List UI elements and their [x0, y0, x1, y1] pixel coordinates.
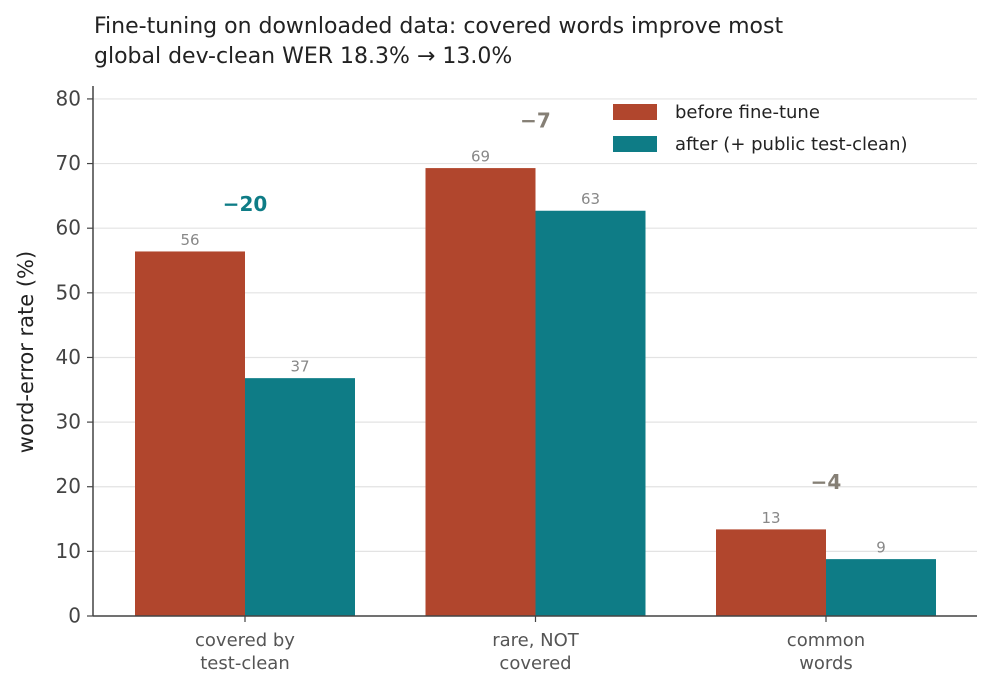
legend-label: after (+ public test-clean): [675, 134, 908, 155]
x-tick-label: words: [799, 653, 853, 674]
y-tick-label: 20: [56, 474, 81, 498]
annotation: −4: [811, 470, 842, 494]
value-label: 63: [581, 190, 600, 208]
y-tick-label: 50: [56, 280, 81, 304]
y-tick-label: 30: [56, 410, 81, 434]
value-label: 13: [761, 509, 780, 527]
bar: [135, 251, 245, 616]
y-tick-label: 80: [56, 86, 81, 110]
legend-swatch: [613, 104, 657, 120]
y-tick-label: 40: [56, 345, 81, 369]
y-tick-label: 0: [68, 604, 81, 628]
y-tick-label: 70: [56, 151, 81, 175]
value-label: 69: [471, 148, 490, 166]
annotation: −20: [223, 192, 268, 216]
x-tick-label: rare, NOT: [492, 630, 580, 651]
y-axis-label: word-error rate (%): [14, 251, 38, 453]
bar: [826, 559, 936, 616]
bar: [716, 529, 826, 616]
annotation: −7: [520, 109, 551, 133]
x-tick-label: covered by: [195, 630, 295, 651]
value-label: 37: [290, 358, 309, 376]
y-tick-label: 10: [56, 539, 81, 563]
bar: [245, 378, 355, 616]
x-tick-label: test-clean: [200, 653, 289, 674]
y-tick-label: 60: [56, 216, 81, 240]
chart-title: Fine-tuning on downloaded data: covered …: [94, 14, 783, 39]
chart-subtitle: global dev-clean WER 18.3% → 13.0%: [94, 44, 512, 69]
value-label: 56: [180, 231, 199, 249]
x-tick-label: covered: [499, 653, 571, 674]
bar: [535, 210, 646, 616]
value-label: 9: [876, 539, 886, 557]
bar: [425, 168, 536, 616]
legend-label: before fine-tune: [675, 102, 820, 123]
legend-swatch: [613, 136, 657, 152]
x-tick-label: common: [787, 630, 865, 651]
